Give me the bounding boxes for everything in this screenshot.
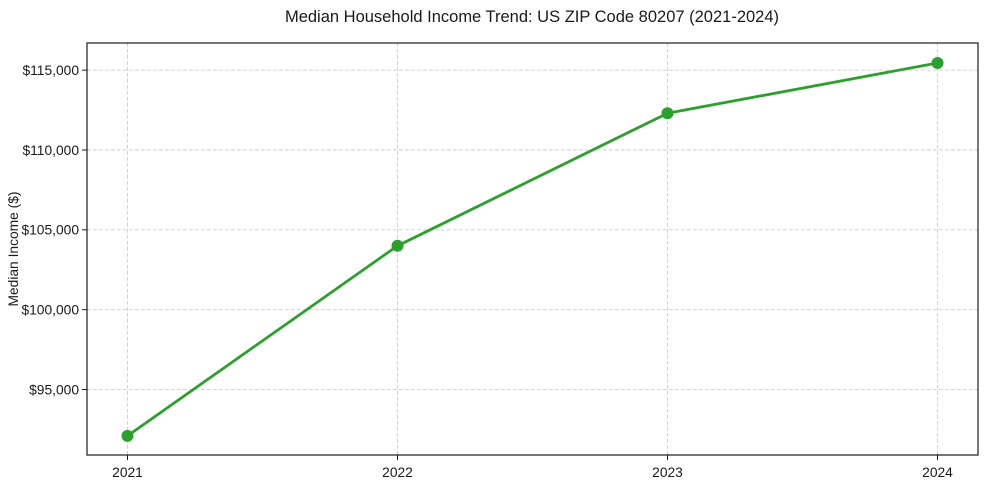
chart-title: Median Household Income Trend: US ZIP Co… bbox=[285, 8, 779, 26]
data-point-2021 bbox=[121, 429, 134, 442]
y-tick-label: $110,000 bbox=[22, 143, 79, 158]
y-tick-label: $105,000 bbox=[21, 223, 79, 238]
data-point-2023 bbox=[661, 107, 674, 120]
x-tick-label: 2023 bbox=[652, 465, 683, 480]
y-tick-label: $115,000 bbox=[22, 63, 79, 78]
x-tick-label: 2021 bbox=[112, 465, 143, 480]
data-point-2024 bbox=[931, 56, 944, 69]
y-axis-label: Median Income ($) bbox=[6, 191, 21, 306]
x-tick-label: 2024 bbox=[922, 465, 953, 480]
data-point-2022 bbox=[391, 239, 404, 252]
y-tick-label: $95,000 bbox=[29, 382, 79, 397]
x-tick-label: 2022 bbox=[382, 465, 413, 480]
y-tick-label: $100,000 bbox=[21, 302, 79, 317]
trend-line bbox=[126, 61, 939, 438]
plot-border bbox=[86, 42, 979, 456]
